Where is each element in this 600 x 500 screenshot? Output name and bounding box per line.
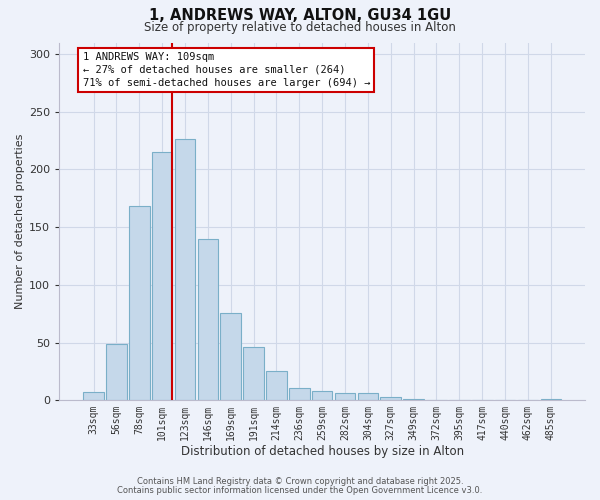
Bar (358, 394, 378, 400)
Y-axis label: Number of detached properties: Number of detached properties (15, 134, 25, 309)
Bar (175, 140, 195, 400)
Bar (152, 152, 172, 400)
Bar (243, 347, 264, 400)
Bar (335, 394, 355, 400)
Bar (220, 312, 241, 400)
Text: 1, ANDREWS WAY, ALTON, GU34 1GU: 1, ANDREWS WAY, ALTON, GU34 1GU (149, 8, 451, 22)
Text: 1 ANDREWS WAY: 109sqm
← 27% of detached houses are smaller (264)
71% of semi-det: 1 ANDREWS WAY: 109sqm ← 27% of detached … (83, 52, 370, 88)
Text: Contains HM Land Registry data © Crown copyright and database right 2025.: Contains HM Land Registry data © Crown c… (137, 477, 463, 486)
Bar (312, 391, 332, 400)
Bar (129, 206, 149, 400)
Bar (197, 238, 218, 400)
Bar (403, 399, 424, 400)
Text: Contains public sector information licensed under the Open Government Licence v3: Contains public sector information licen… (118, 486, 482, 495)
Bar (541, 399, 561, 400)
Bar (289, 388, 310, 400)
Bar (380, 397, 401, 400)
Bar (266, 372, 287, 400)
Bar (83, 392, 104, 400)
Text: Size of property relative to detached houses in Alton: Size of property relative to detached ho… (144, 21, 456, 34)
X-axis label: Distribution of detached houses by size in Alton: Distribution of detached houses by size … (181, 444, 464, 458)
Bar (106, 344, 127, 400)
